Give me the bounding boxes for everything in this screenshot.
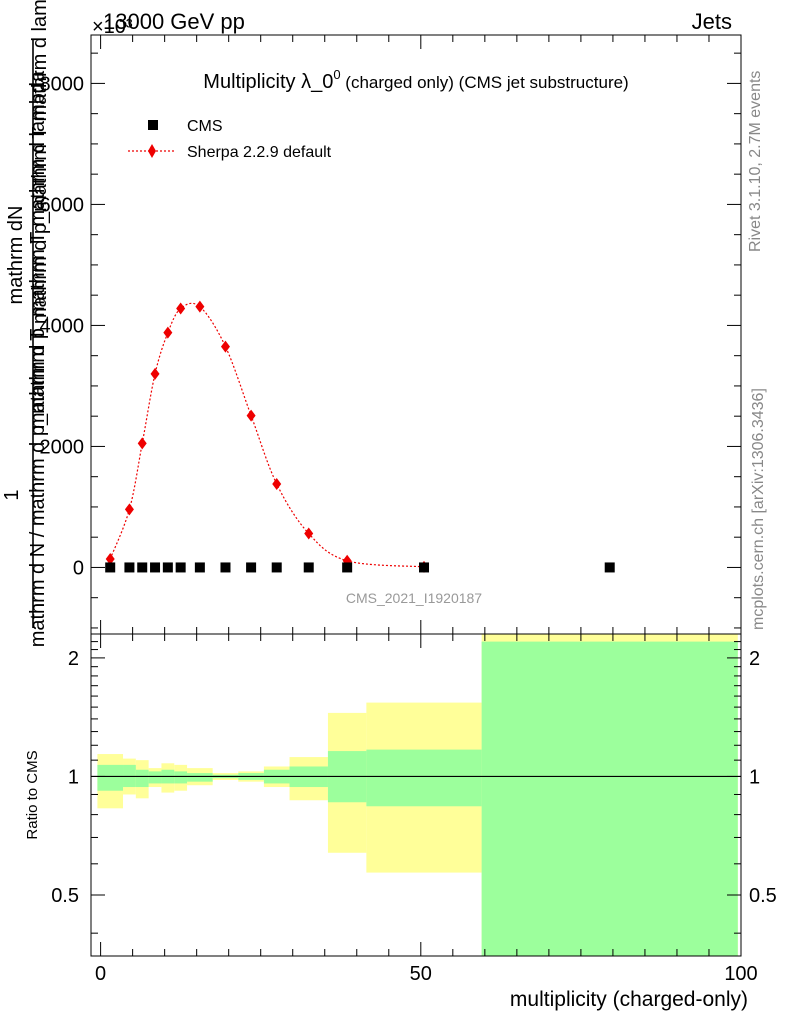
cms-point [246,562,257,573]
cms-point [105,562,116,573]
x-tick-label: 50 [410,963,432,985]
ratio-inner-band [187,773,213,782]
ratio-plot-frame [90,633,742,957]
x-axis-label: multiplicity (charged-only) [510,988,748,1011]
sherpa-point [195,300,205,313]
ratio-y-tick-label-right: 0.5 [749,885,777,907]
sherpa-point [246,409,256,422]
ratio-inner-band [481,641,738,956]
ratio-y-tick-label-right: 1 [749,766,760,788]
y-label-mid: mathrm d p_mathrm T mathrm d lambda [27,70,49,429]
main-y-tick-label: 0 [73,557,84,579]
cms-point [194,562,205,573]
cms-point [342,562,353,573]
source-label: mcplots.cern.ch [arXiv:1306.3436] [750,388,767,630]
sherpa-series [105,300,429,573]
legend: CMS Sherpa 2.2.9 default [128,118,332,161]
cms-point [137,562,148,573]
title-main: Multiplicity λ_0 [203,71,333,93]
title-rest: (charged only) (CMS jet substructure) [341,73,629,92]
legend-cms-marker [148,120,158,130]
ratio-inner-band [366,749,482,807]
cms-point [150,562,161,573]
main-y-axis-label: mathrm dN mathrm d p_mathrm T mathrm d l… [1,0,51,647]
ratio-plot-panel: 0.5 0.5 1 1 2 2 0 50 100 Ratio to CMS multiplic… [24,633,777,1011]
cms-point [124,562,135,573]
sherpa-point [272,477,282,490]
y-exponent-label: ×10³ [92,16,133,38]
ratio-inner-band [97,764,124,791]
main-ticks [91,35,742,634]
legend-sherpa-label: Sherpa 2.2.9 default [187,144,332,161]
cms-point [419,562,430,573]
ratio-y-tick-label-left: 2 [68,648,79,670]
y-label-top2: mathrm d p_mathrm T mathrm d lambda [29,0,51,324]
cms-point [220,562,231,573]
x-tick-label: 100 [724,963,757,985]
main-y-tick-label: 2000 [40,436,85,458]
sherpa-point [105,552,115,565]
analysis-watermark: CMS_2021_I1920187 [346,590,482,606]
process-label: Jets [692,9,732,34]
ratio-bands [97,634,738,956]
ratio-y-axis-label: Ratio to CMS [24,750,41,839]
cms-point [303,562,314,573]
main-y-tick-labels: 0 2000 4000 6000 8000 [40,73,85,579]
main-y-tick-label: 8000 [40,73,85,95]
y-label-bottom: mathrm d N / mathrm d p_mathrm T [27,329,49,648]
y-label-one: 1 [1,489,23,500]
sherpa-point [137,437,147,450]
ratio-inner-band [148,771,162,784]
x-tick-label: 0 [95,963,106,985]
cms-point [175,562,186,573]
sherpa-point [150,367,160,380]
sherpa-point [304,527,314,540]
ratio-y-tick-label-left: 1 [68,766,79,788]
sherpa-point [124,503,134,516]
cms-series [105,562,615,573]
ratio-y-tick-labels: 0.5 0.5 1 1 2 2 [51,648,777,907]
cms-point [271,562,282,573]
main-y-tick-label: 6000 [40,194,85,216]
sherpa-point [163,326,173,339]
ratio-y-tick-label-left: 0.5 [51,885,79,907]
ratio-ticks [91,634,742,956]
legend-sherpa-marker [148,144,156,158]
ratio-inner-band [135,769,149,788]
sherpa-curve [109,302,425,568]
sherpa-point [176,302,186,315]
title-superscript: 0 [333,67,340,82]
ratio-inner-band [174,771,188,784]
y-label-top: mathrm dN [5,206,27,305]
cms-point [162,562,173,573]
ratio-y-tick-label-right: 2 [749,648,760,670]
sherpa-point [220,340,230,353]
energy-label: 13000 GeV pp [103,9,245,34]
events-label: Rivet 3.1.10, 2.7M events [747,71,764,252]
ratio-x-tick-labels: 0 50 100 [95,963,758,985]
legend-cms-label: CMS [187,118,223,135]
cms-point [604,562,615,573]
main-title: Multiplicity λ_00 (charged only) (CMS je… [203,67,628,93]
main-y-tick-label: 4000 [40,315,85,337]
